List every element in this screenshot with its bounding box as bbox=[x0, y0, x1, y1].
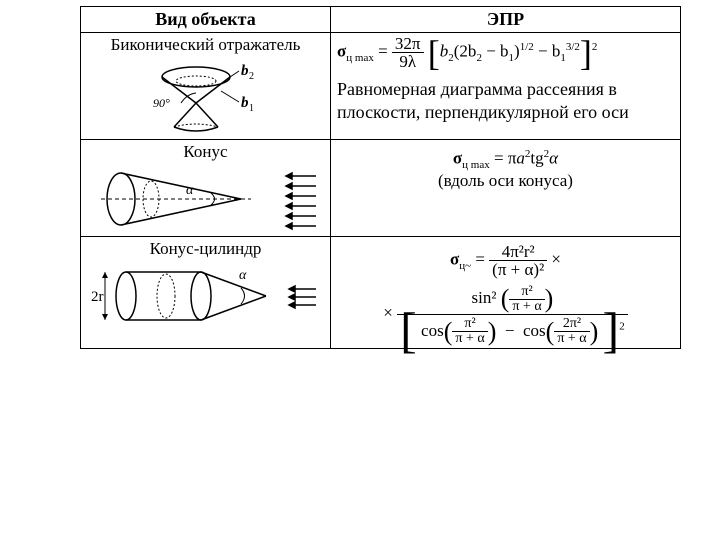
title-biconical: Биконический отражатель bbox=[87, 35, 324, 55]
title-cone: Конус bbox=[87, 142, 324, 162]
title-conecyl: Конус-цилиндр bbox=[87, 239, 324, 259]
header-object: Вид объекта bbox=[81, 7, 331, 33]
svg-text:90°: 90° bbox=[153, 96, 170, 110]
svg-text:α: α bbox=[186, 183, 194, 198]
diagram-biconical: b 2 b 1 90° bbox=[121, 57, 291, 137]
cell-biconical-object: Биконический отражатель b 2 b 1 bbox=[81, 33, 331, 140]
svg-text:2r: 2r bbox=[91, 289, 104, 305]
rcs-table: Вид объекта ЭПР Биконический отражатель … bbox=[80, 6, 681, 349]
formula-cone: σц max = πa2tg2α bbox=[337, 142, 674, 171]
cell-biconical-rcs: σц max = 32π 9λ [b2(2b2 − b1)1/2 − b13/2… bbox=[331, 33, 681, 140]
formula-biconical: σц max = 32π 9λ [b2(2b2 − b1)1/2 − b13/2… bbox=[337, 35, 674, 70]
header-rcs: ЭПР bbox=[331, 7, 681, 33]
cell-cone-object: Конус α bbox=[81, 140, 331, 237]
note-cone: (вдоль оси конуса) bbox=[337, 171, 674, 191]
svg-text:1: 1 bbox=[249, 103, 254, 114]
cell-conecyl-rcs: σц~ = 4π²r² (π + α)² × × sin² (π²π + α) bbox=[331, 237, 681, 349]
svg-text:b: b bbox=[241, 63, 249, 79]
row-cone: Конус α bbox=[81, 140, 681, 237]
diagram-cone: α bbox=[91, 164, 321, 234]
svg-text:b: b bbox=[241, 95, 249, 111]
cell-cone-rcs: σц max = πa2tg2α (вдоль оси конуса) bbox=[331, 140, 681, 237]
note-biconical: Равномерная диаграмма рассеяния в плоско… bbox=[337, 78, 674, 123]
row-conecyl: Конус-цилиндр 2r α bbox=[81, 237, 681, 349]
svg-text:2: 2 bbox=[249, 71, 254, 82]
cell-conecyl-object: Конус-цилиндр 2r α bbox=[81, 237, 331, 349]
formula-conecyl: σц~ = 4π²r² (π + α)² × × sin² (π²π + α) bbox=[337, 239, 674, 346]
diagram-conecyl: 2r α bbox=[91, 261, 321, 331]
header-row: Вид объекта ЭПР bbox=[81, 7, 681, 33]
svg-text:α: α bbox=[239, 268, 247, 283]
row-biconical: Биконический отражатель b 2 b 1 bbox=[81, 33, 681, 140]
